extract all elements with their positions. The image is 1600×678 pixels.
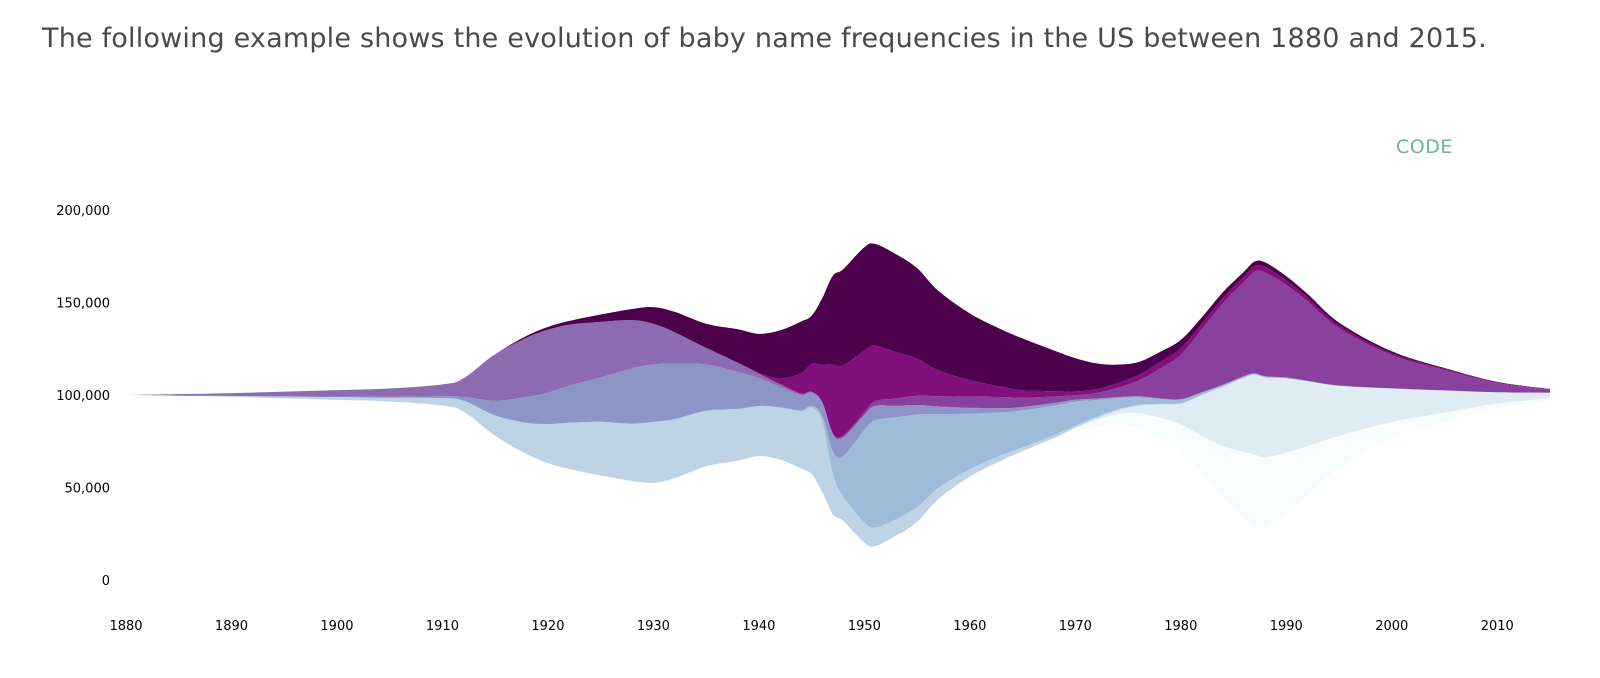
- x-tick-label: 1950: [848, 619, 881, 634]
- y-axis: 0 50,000 100,000 150,000 200,000: [56, 204, 110, 589]
- stream-layer-1: [126, 395, 1550, 547]
- x-tick-label: 1940: [742, 619, 775, 634]
- stream-layer-8: [126, 265, 1550, 438]
- stream-layers: [126, 243, 1550, 547]
- x-axis: 1880 1890 1900 1910 1920 1930 1940 1950 1960 1970…: [109, 619, 1513, 634]
- y-tick-label: 100,000: [56, 389, 110, 404]
- x-tick-label: 1930: [637, 619, 670, 634]
- x-tick-label: 1970: [1059, 619, 1092, 634]
- stream-layer-3: [126, 374, 1550, 547]
- x-tick-label: 1910: [426, 619, 459, 634]
- stream-layer-4: [126, 373, 1550, 528]
- x-tick-label: 1960: [953, 619, 986, 634]
- y-tick-label: 150,000: [56, 297, 110, 312]
- stream-layer-7: [126, 270, 1550, 439]
- x-tick-label: 1900: [320, 619, 353, 634]
- y-tick-label: 0: [102, 574, 110, 589]
- x-tick-label: 2010: [1481, 619, 1514, 634]
- intro-text: The following example shows the evolutio…: [42, 23, 1487, 54]
- code-link[interactable]: CODE: [1396, 136, 1453, 158]
- y-tick-label: 200,000: [56, 204, 110, 219]
- x-tick-label: 2000: [1375, 619, 1408, 634]
- x-tick-label: 1920: [531, 619, 564, 634]
- y-tick-label: 50,000: [65, 482, 111, 497]
- x-tick-label: 1880: [109, 619, 142, 634]
- stream-layer-9: [126, 243, 1550, 395]
- x-tick-label: 1890: [215, 619, 248, 634]
- x-tick-label: 1980: [1164, 619, 1197, 634]
- stream-layer-2: [126, 374, 1550, 547]
- x-tick-label: 1990: [1270, 619, 1303, 634]
